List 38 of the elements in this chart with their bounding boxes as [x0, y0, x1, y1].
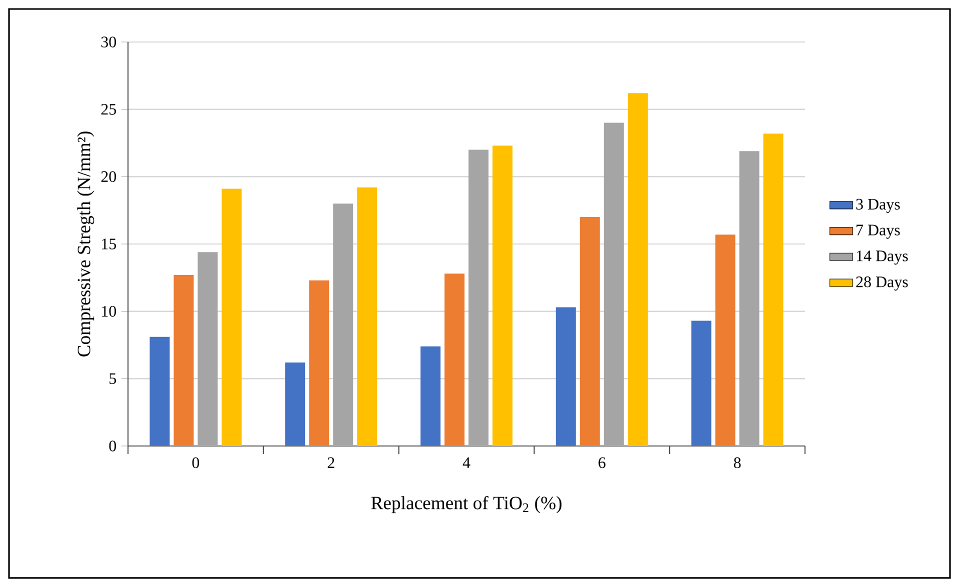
bar [174, 274, 194, 446]
x-tick-label: 6 [598, 457, 606, 468]
bar [357, 187, 378, 446]
bar [580, 217, 600, 446]
y-tick-label: 0 [109, 440, 116, 452]
bar [739, 151, 760, 446]
bar [691, 320, 712, 446]
bar [222, 188, 242, 446]
bar [492, 146, 513, 446]
bar [309, 280, 330, 446]
bar [198, 252, 218, 446]
bar [420, 346, 441, 446]
x-tick-label: 2 [328, 457, 334, 468]
bar [628, 93, 648, 446]
bar [444, 274, 465, 446]
legend-label: 7 Days [856, 224, 900, 239]
y-tick-label: 30 [101, 36, 116, 48]
x-tick-label: 4 [462, 457, 470, 468]
bar [468, 150, 489, 446]
bar [556, 307, 576, 446]
y-tick-label: 10 [102, 306, 116, 317]
x-tick-label: 8 [734, 457, 741, 468]
y-tick-label: 15 [102, 238, 116, 250]
bar [763, 134, 784, 446]
legend-label: 28 Days [856, 276, 908, 291]
bar [150, 336, 170, 446]
y-tick-label: 25 [101, 104, 116, 115]
y-axis-title: Compressive Stregth (N/mm²) [77, 132, 94, 356]
legend-label: 3 Days [856, 198, 900, 213]
x-tick-label: 0 [192, 457, 200, 468]
bar [285, 362, 306, 446]
bar [715, 234, 736, 446]
x-axis-title: Replacement of TiO$_{2}$ (%) [371, 496, 562, 514]
y-tick-label: 5 [110, 373, 116, 384]
legend-label: 14 Days [856, 250, 908, 265]
bar [604, 122, 624, 446]
bar [333, 204, 354, 446]
y-tick-label: 20 [101, 171, 116, 182]
